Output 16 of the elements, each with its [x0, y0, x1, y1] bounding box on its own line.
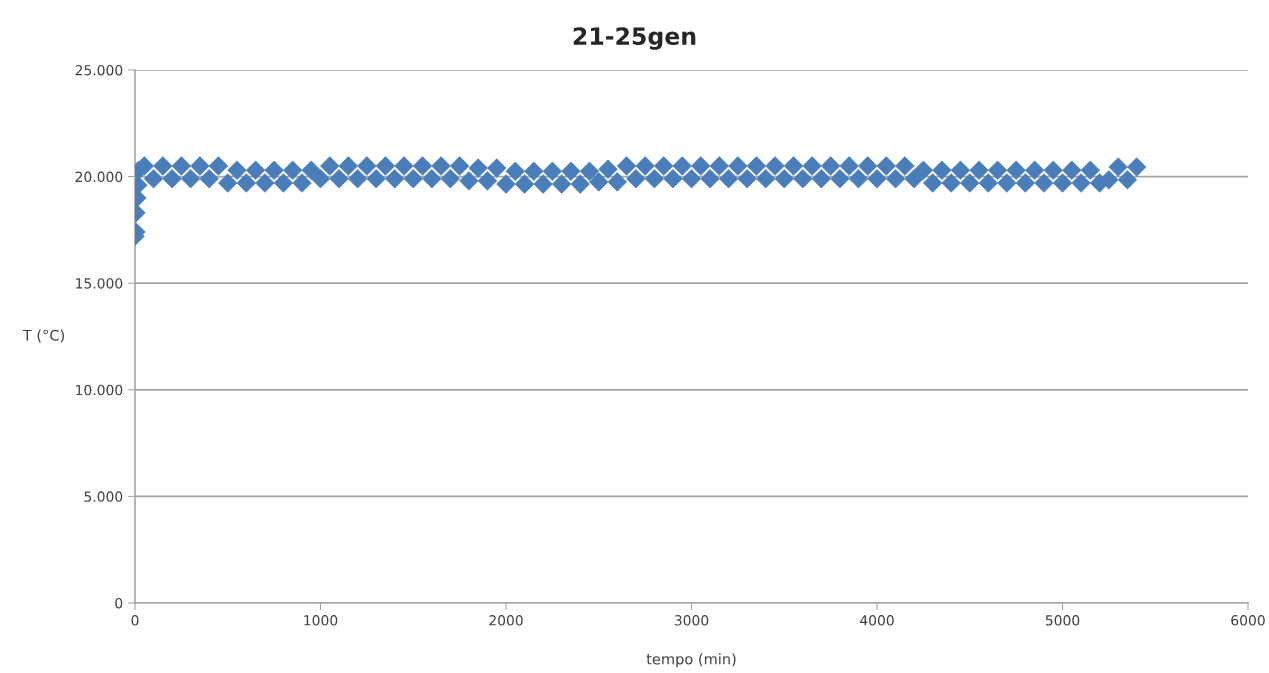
y-tick-label: 25.000	[75, 64, 123, 76]
y-tick-label: 0	[115, 597, 123, 609]
x-tick-label: 6000	[1231, 615, 1265, 626]
x-axis-title: tempo (min)	[646, 653, 736, 668]
x-tick-label: 2000	[489, 615, 523, 626]
x-tick-label: 0	[131, 615, 139, 626]
x-tick-label: 4000	[860, 615, 894, 626]
y-axis-title: T (°C)	[22, 329, 64, 343]
x-tick-label: 5000	[1045, 615, 1080, 626]
x-tick-label: 3000	[674, 615, 709, 626]
y-tick-label: 15.000	[76, 278, 123, 289]
x-tick-label: 1000	[304, 615, 338, 626]
y-tick-label: 10.000	[76, 384, 123, 396]
chart-title: 21-25gen	[573, 27, 696, 50]
y-tick-label: 20.000	[75, 171, 123, 183]
y-tick-label: 5.000	[84, 491, 123, 502]
